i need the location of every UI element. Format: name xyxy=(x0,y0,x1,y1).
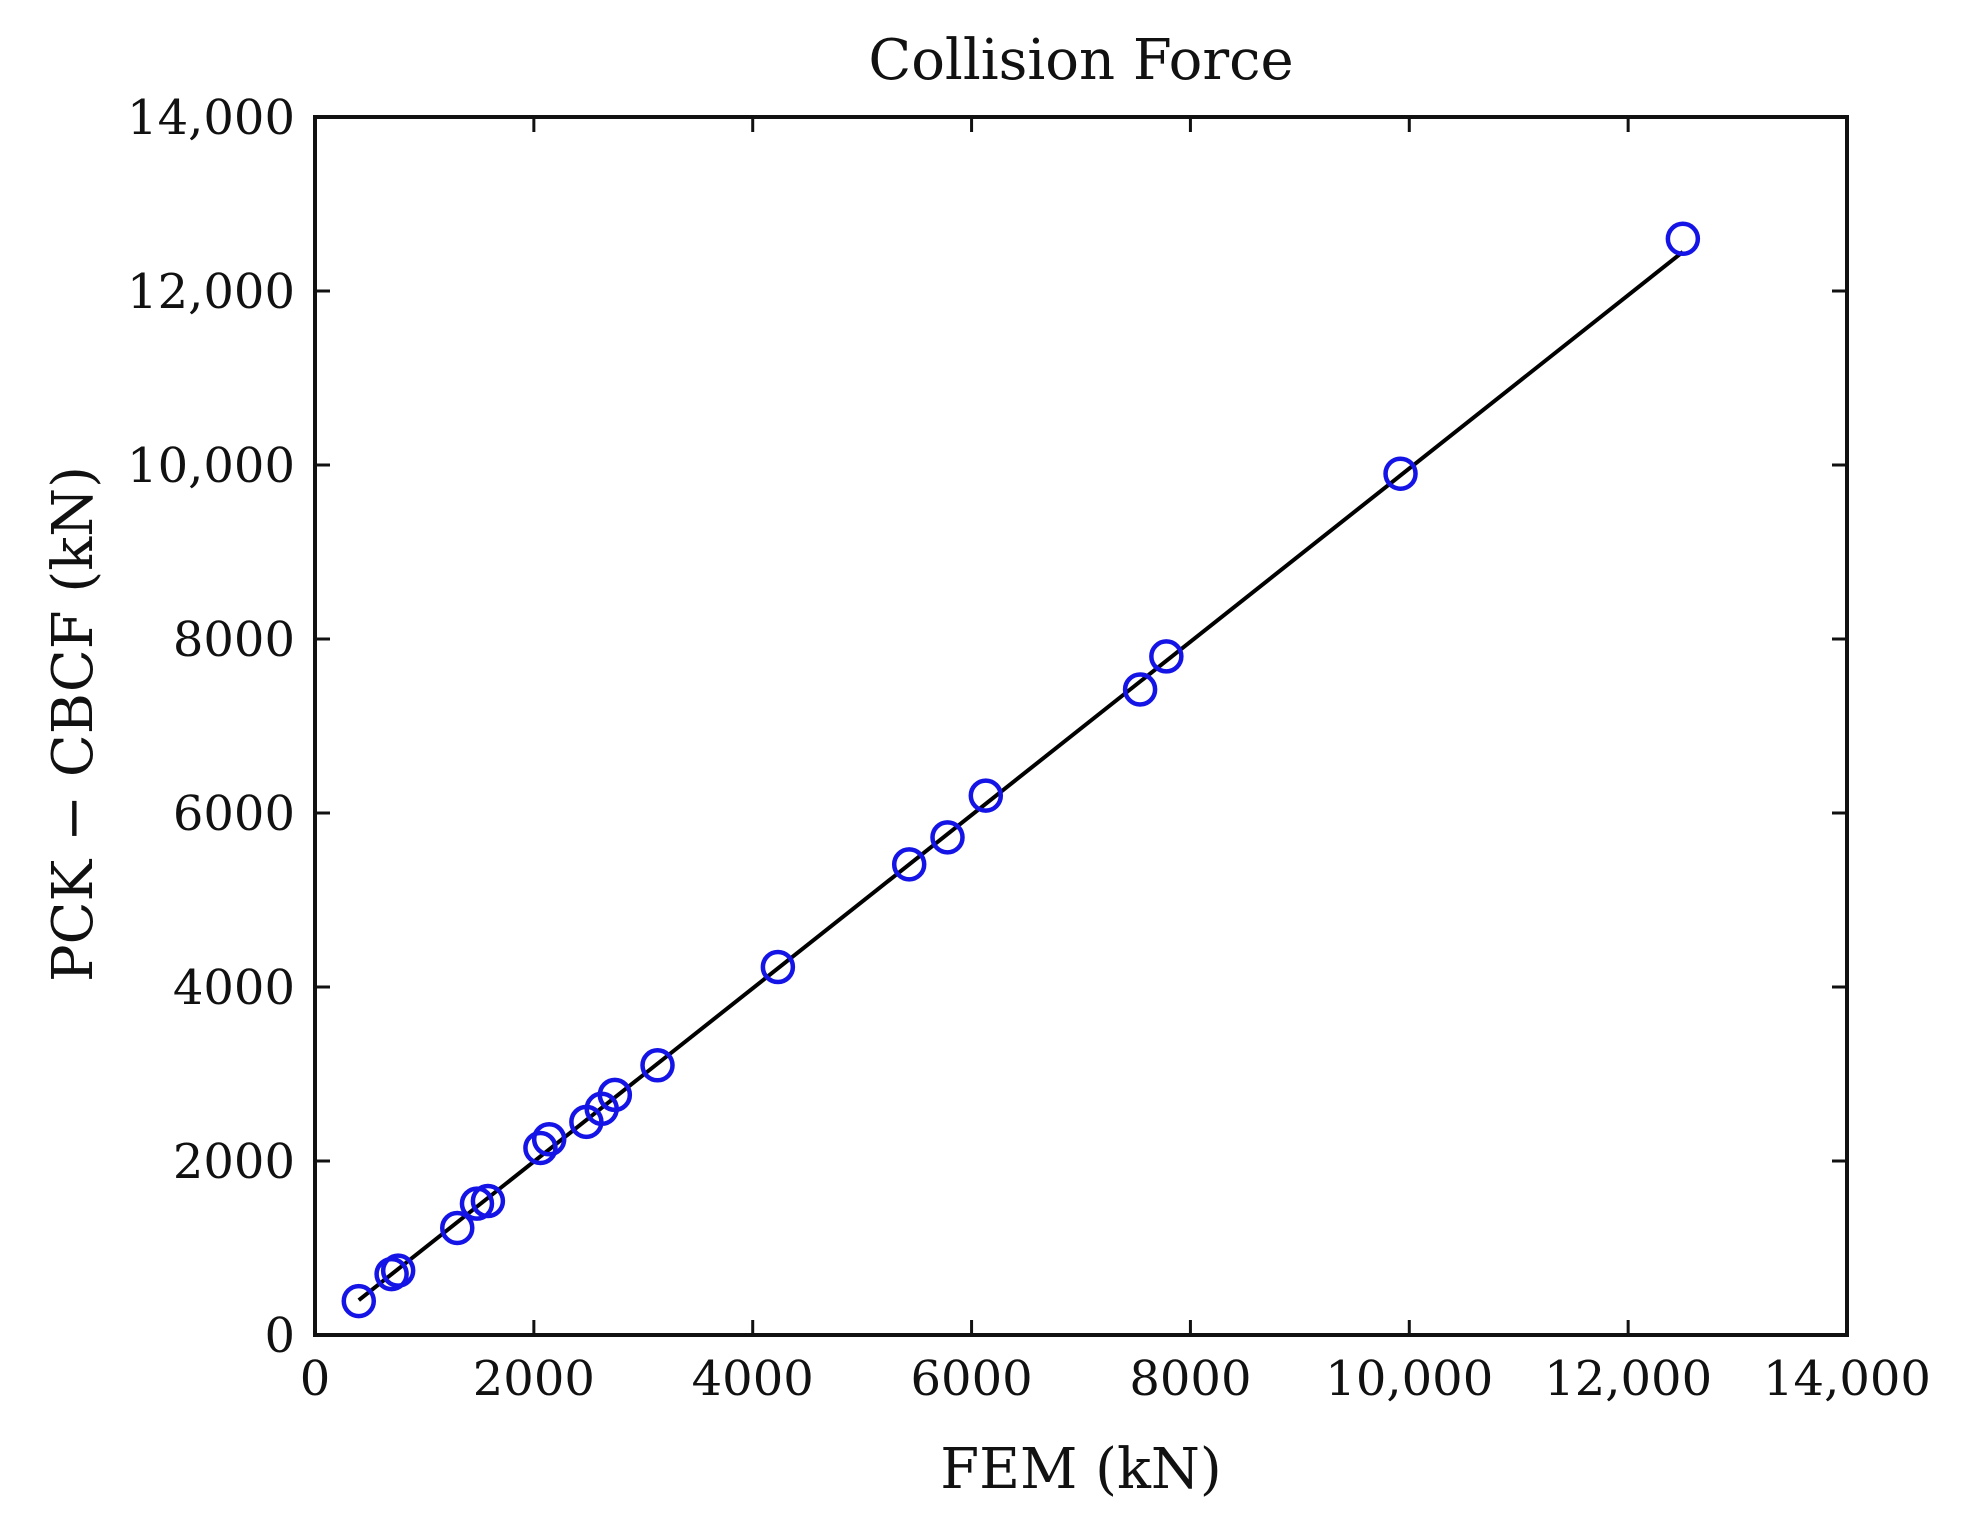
y-tick-label: 10,000 xyxy=(127,438,295,494)
y-tick-label: 6000 xyxy=(173,786,295,842)
data-point xyxy=(1149,639,1184,674)
x-tick-label: 12,000 xyxy=(1544,1351,1712,1407)
data-point xyxy=(968,778,1004,813)
x-tick-label: 8000 xyxy=(1129,1351,1251,1407)
y-tick-label: 8000 xyxy=(173,612,295,668)
y-tick-label: 2000 xyxy=(173,1134,295,1190)
data-point xyxy=(597,1077,633,1113)
fit-line xyxy=(357,250,1685,1302)
x-tick-label: 6000 xyxy=(910,1351,1032,1407)
scatter-points-layer xyxy=(341,221,1701,1319)
y-tick-label: 0 xyxy=(264,1308,295,1364)
data-point xyxy=(531,1122,567,1157)
data-point xyxy=(523,1130,558,1166)
y-axis-title: PCK − CBCF (kN) xyxy=(41,466,106,982)
data-point xyxy=(891,847,927,882)
chart-title: Collision Force xyxy=(868,28,1293,93)
data-point xyxy=(1383,456,1418,491)
data-point xyxy=(440,1210,475,1246)
x-axis-title: FEM (kN) xyxy=(940,1437,1222,1502)
regression-line-layer xyxy=(357,250,1685,1302)
data-point xyxy=(1665,221,1701,257)
x-tick-label: 2000 xyxy=(473,1351,595,1407)
x-tick-label: 10,000 xyxy=(1325,1351,1493,1407)
data-point xyxy=(640,1048,675,1083)
x-tick-label: 0 xyxy=(300,1351,331,1407)
y-tick-label: 14,000 xyxy=(127,90,295,146)
plot-area-frame xyxy=(313,115,1849,1337)
x-tick-label: 14,000 xyxy=(1763,1351,1931,1407)
data-point xyxy=(1122,672,1158,707)
x-tick-label: 4000 xyxy=(692,1351,814,1407)
data-point xyxy=(380,1253,416,1288)
y-tick-label: 12,000 xyxy=(127,264,295,320)
data-point xyxy=(470,1183,506,1219)
axis-ticks: 0 2000 4000 6000 8000 10,000 12,000 14,000 0 2000… xyxy=(127,90,1931,1407)
data-point xyxy=(760,949,796,985)
data-point xyxy=(341,1283,377,1319)
y-tick-label: 4000 xyxy=(173,960,295,1016)
data-point xyxy=(930,820,965,855)
